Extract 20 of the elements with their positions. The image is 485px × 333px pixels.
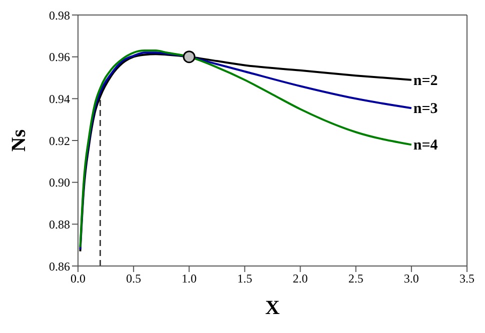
x-tick-label: 3.5 [460, 272, 474, 286]
x-tick-label: 2.0 [292, 272, 308, 286]
y-tick-label: 0.90 [49, 176, 70, 190]
y-axis-title: Ns [8, 129, 30, 152]
y-tick-label: 0.86 [49, 259, 70, 274]
x-tick-label: 2.5 [348, 272, 364, 286]
series-label: n=3 [413, 101, 438, 118]
x-tick-label: 3.0 [404, 272, 419, 286]
x-tick-label: 0.5 [126, 272, 142, 286]
y-tick-label: 0.92 [49, 134, 70, 148]
x-axis-title: X [265, 297, 280, 319]
y-tick-label: 0.88 [49, 217, 70, 232]
y-tick-label: 0.98 [49, 8, 70, 22]
series-label: n=2 [413, 72, 438, 89]
x-tick-label: 1.0 [182, 272, 197, 286]
x-tick-label: 1.5 [237, 272, 252, 286]
series-label: n=4 [413, 138, 438, 154]
y-tick-label: 0.94 [49, 92, 70, 106]
y-tick-label: 0.96 [49, 50, 70, 64]
x-tick-label: 0.0 [70, 272, 86, 286]
